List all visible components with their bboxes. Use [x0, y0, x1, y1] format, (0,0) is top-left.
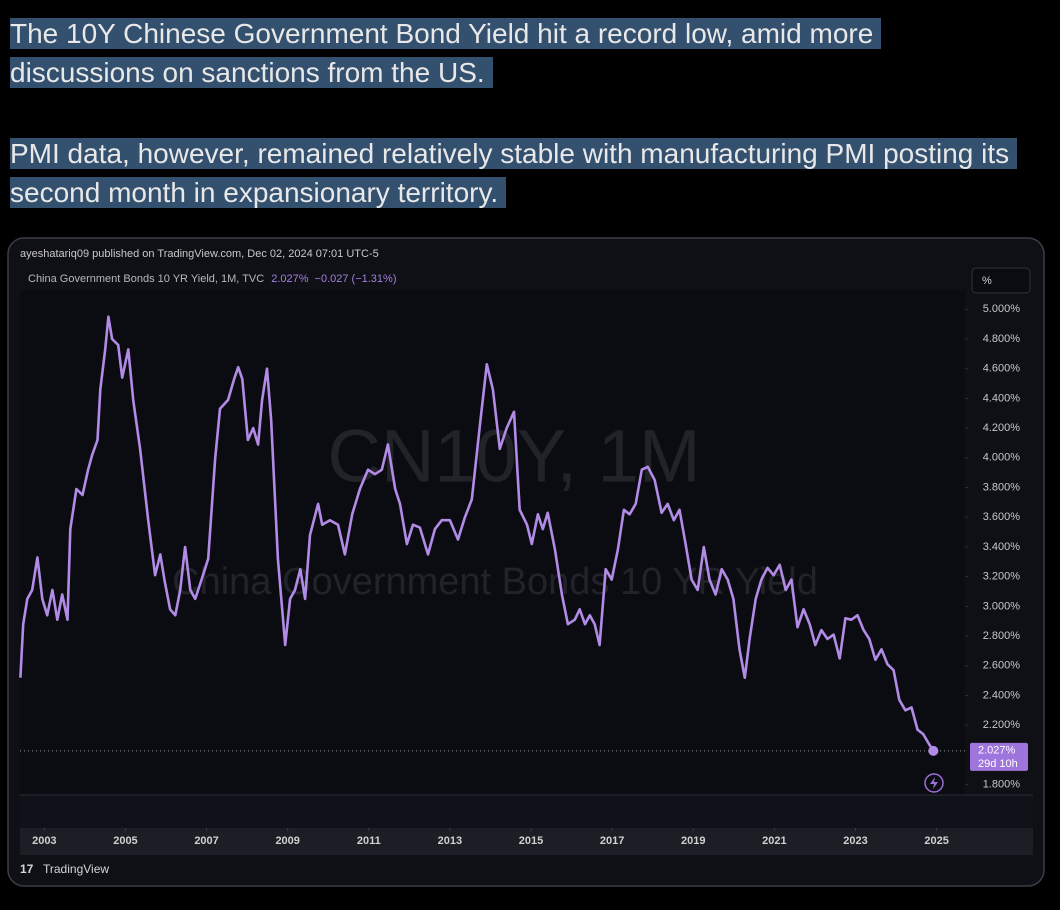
x-tick-label: 2025 — [924, 835, 948, 847]
y-tick-label: 1.800% — [983, 779, 1021, 791]
x-tick-label: 2019 — [681, 835, 705, 847]
y-tick-label: 2.400% — [983, 689, 1021, 701]
countdown: 29d 10h — [978, 758, 1018, 770]
y-tick-label: 3.000% — [983, 600, 1021, 612]
post-text: The 10Y Chinese Government Bond Yield hi… — [10, 14, 1018, 254]
axis-unit: % — [982, 275, 992, 287]
x-axis-bar — [20, 828, 1033, 855]
x-tick-label: 2021 — [762, 835, 786, 847]
last-value-label: 2.027% — [978, 744, 1016, 756]
y-tick-label: 3.800% — [983, 481, 1021, 493]
y-tick-label: 5.000% — [983, 303, 1021, 315]
y-tick-label: 3.400% — [983, 541, 1021, 553]
legend-title: China Government Bonds 10 YR Yield, 1M, … — [28, 273, 264, 285]
y-tick-label: 4.200% — [983, 422, 1021, 434]
y-tick-label: 3.600% — [983, 511, 1021, 523]
publisher: ayeshatariq09 published on TradingView.c… — [20, 248, 379, 260]
last-point — [928, 745, 939, 756]
y-tick-label: 2.200% — [983, 719, 1021, 731]
alert-icon[interactable] — [924, 773, 944, 793]
legend-value: 2.027% — [271, 273, 309, 285]
y-tick-label: 2.600% — [983, 660, 1021, 672]
y-tick-label: 4.800% — [983, 333, 1021, 345]
lower-pane — [20, 795, 1033, 828]
x-tick-label: 2009 — [275, 835, 299, 847]
y-tick-label: 4.600% — [983, 363, 1021, 375]
unit-box — [971, 267, 1031, 294]
y-tick-label: 3.200% — [983, 571, 1021, 583]
x-tick-label: 2013 — [438, 835, 462, 847]
x-tick-label: 2003 — [32, 835, 56, 847]
paragraph: The 10Y Chinese Government Bond Yield hi… — [10, 14, 1010, 92]
x-tick-label: 2011 — [357, 835, 381, 847]
x-tick-label: 2017 — [600, 835, 624, 847]
watermark: China Government Bonds 10 YR Yield — [172, 561, 818, 603]
y-tick-label: 4.000% — [983, 452, 1021, 464]
y-tick-label: 4.400% — [983, 392, 1021, 404]
paragraph: PMI data, however, remained relatively s… — [10, 134, 1018, 212]
brand-logo: 17 — [20, 862, 34, 876]
brand: TradingView — [43, 862, 109, 876]
x-tick-label: 2007 — [194, 835, 218, 847]
last-value-tag — [970, 742, 1028, 771]
plot-area — [20, 290, 965, 795]
line-series — [19, 315, 935, 752]
y-tick-label: 2.800% — [983, 630, 1021, 642]
x-tick-label: 2023 — [843, 835, 867, 847]
alert-bolt — [930, 777, 938, 789]
x-tick-label: 2015 — [519, 835, 543, 847]
x-tick-label: 2005 — [113, 835, 137, 847]
legend-change: −0.027 (−1.31%) — [315, 273, 397, 285]
